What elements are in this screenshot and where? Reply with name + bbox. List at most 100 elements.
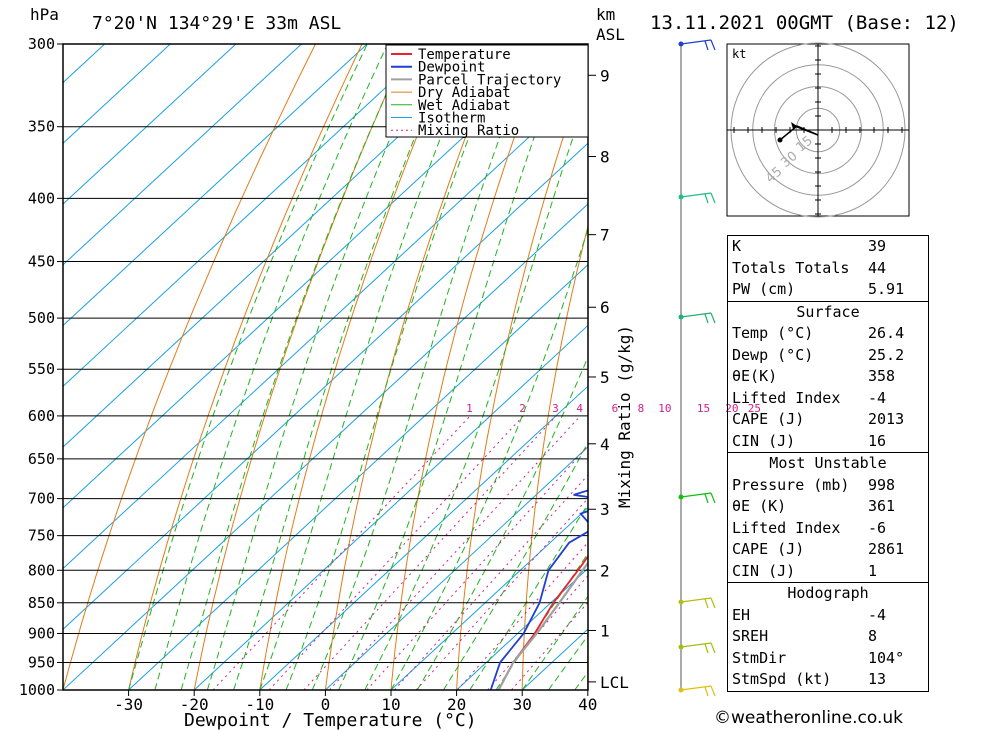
- index-label: K: [732, 237, 742, 255]
- wet-adiabat-line: [206, 44, 432, 690]
- hodograph-label: StmSpd (kt): [732, 670, 832, 688]
- index-row: Totals Totals 44: [728, 258, 928, 280]
- surface-value: 25.2: [868, 345, 905, 364]
- mixing-ratio-label: 3: [552, 402, 559, 415]
- surface-value: 358: [868, 367, 896, 385]
- surface-row: Temp (°C) 26.4: [728, 323, 928, 345]
- pressure-tick-label: 850: [28, 594, 55, 612]
- index-value: 5.91: [868, 280, 905, 298]
- dry-adiabat-line: [128, 44, 363, 690]
- hodograph-row: SREH 8: [728, 626, 928, 648]
- pressure-tick-label: 1000: [19, 681, 55, 699]
- dry-adiabat-line: [943, 44, 981, 690]
- km-tick-label: 7: [600, 226, 610, 245]
- wind-barb-column: [678, 39, 716, 697]
- mixing-ratio-label: 1: [466, 402, 473, 415]
- pressure-tick-label: 550: [28, 360, 55, 378]
- isotherm-line: [193, 324, 588, 690]
- mixing-ratio-line: [457, 541, 588, 690]
- legend-entry: Dewpoint: [418, 60, 485, 76]
- pressure-tick-label: 800: [28, 561, 55, 579]
- most-unstable-row: Lifted Index -6: [728, 518, 928, 540]
- surface-row: Lifted Index -4: [728, 388, 928, 410]
- surface-row: θE(K) 358: [728, 366, 928, 388]
- pressure-tick-label: 600: [28, 407, 55, 425]
- surface-value: 16: [868, 431, 887, 450]
- hodograph-row: EH -4: [728, 605, 928, 627]
- isotherm-line: [390, 506, 588, 690]
- dry-adiabat-line: [259, 44, 456, 690]
- pressure-tick-label: 900: [28, 624, 55, 642]
- x-tick-label: -30: [114, 695, 143, 714]
- surface-value: -4: [868, 388, 887, 407]
- wet-adiabat-line: [180, 44, 410, 690]
- asl-unit-label: ASL: [596, 25, 625, 44]
- most-unstable-value: 361: [868, 497, 896, 515]
- wet-adiabat-line: [233, 44, 455, 690]
- most-unstable-label: CAPE (J): [732, 540, 805, 558]
- surface-label: Lifted Index: [732, 388, 841, 407]
- x-tick-label: 0: [321, 695, 331, 714]
- km-unit-label: km: [596, 5, 615, 24]
- mixing-ratio-line: [415, 497, 588, 690]
- x-tick-label: -20: [180, 695, 209, 714]
- mixing-ratio-line: [511, 601, 588, 690]
- isotherm-line: [63, 44, 499, 448]
- index-row: PW (cm) 5.91: [728, 279, 928, 301]
- isotherm-line: [63, 44, 565, 509]
- mixing-ratio-label: 15: [697, 402, 710, 415]
- indices-table: K 39 Totals Totals 44 PW (cm) 5.91 Surface Te…: [727, 235, 929, 692]
- x-tick-label: 30: [513, 695, 532, 714]
- pressure-tick-label: 450: [28, 253, 55, 271]
- mixing-ratio-label: 2: [519, 402, 526, 415]
- mixing-ratio-line: [394, 474, 588, 690]
- x-tick-label: 20: [447, 695, 466, 714]
- hodograph-value: -4: [868, 605, 887, 624]
- mixing-ratio-label: 10: [658, 402, 671, 415]
- legend-entry: Temperature: [418, 47, 511, 63]
- legend-entry: Mixing Ratio: [418, 123, 519, 139]
- dry-adiabat-line: [651, 44, 734, 690]
- pressure-tick-label: 400: [28, 189, 55, 207]
- temperature-series: [497, 554, 588, 690]
- pressure-unit-label: hPa: [30, 5, 59, 24]
- surface-row: Dewp (°C) 25.2: [728, 345, 928, 367]
- x-tick-label: 10: [381, 695, 400, 714]
- legend-entry: Parcel Trajectory: [418, 72, 561, 88]
- index-label: Totals Totals: [732, 258, 850, 277]
- wet-adiabat-line: [259, 44, 479, 690]
- km-tick-label: 8: [600, 148, 610, 167]
- surface-row: CIN (J) 16: [728, 431, 928, 453]
- index-value: 44: [868, 258, 887, 277]
- most-unstable-value: 1: [868, 561, 878, 580]
- wet-adiabat-line: [469, 502, 588, 690]
- x-tick-label: 40: [578, 695, 597, 714]
- pressure-tick-label: 700: [28, 490, 55, 508]
- isotherm-line: [63, 44, 171, 145]
- pressure-tick-label: 750: [28, 527, 55, 545]
- isotherm-line: [128, 263, 588, 690]
- most-unstable-label: Pressure (mb): [732, 475, 850, 494]
- mixing-ratio-label: 6: [612, 402, 619, 415]
- mixing-ratio-labels: 1 2 3 4 6 8 10 15 20 25: [466, 402, 761, 415]
- most-unstable-value: -6: [868, 518, 887, 537]
- datetime-label: 13.11.2021 00GMT (Base: 12): [650, 12, 959, 34]
- mixing-ratio-axis-label: Mixing Ratio (g/kg): [615, 325, 634, 508]
- isotherm-line: [63, 44, 434, 387]
- most-unstable-row: CAPE (J) 2861: [728, 539, 928, 561]
- hodograph-row: StmSpd (kt) 13: [728, 669, 928, 691]
- surface-title: Surface: [796, 302, 860, 321]
- x-axis-label: Dewpoint / Temperature (°C): [184, 710, 477, 731]
- mixing-ratio-label: 25: [748, 402, 761, 415]
- hodograph-unit: kt: [732, 47, 746, 61]
- surface-value: 2013: [868, 410, 905, 428]
- mixing-ratio-line: [366, 445, 588, 690]
- km-tick-label: 6: [600, 298, 610, 317]
- km-tick-label: LCL: [600, 673, 629, 692]
- surface-label: θE(K): [732, 367, 778, 385]
- hodograph-value: 13: [868, 670, 887, 688]
- hodograph-table-title: Hodograph: [787, 584, 869, 602]
- pressure-tick-label: 650: [28, 450, 55, 468]
